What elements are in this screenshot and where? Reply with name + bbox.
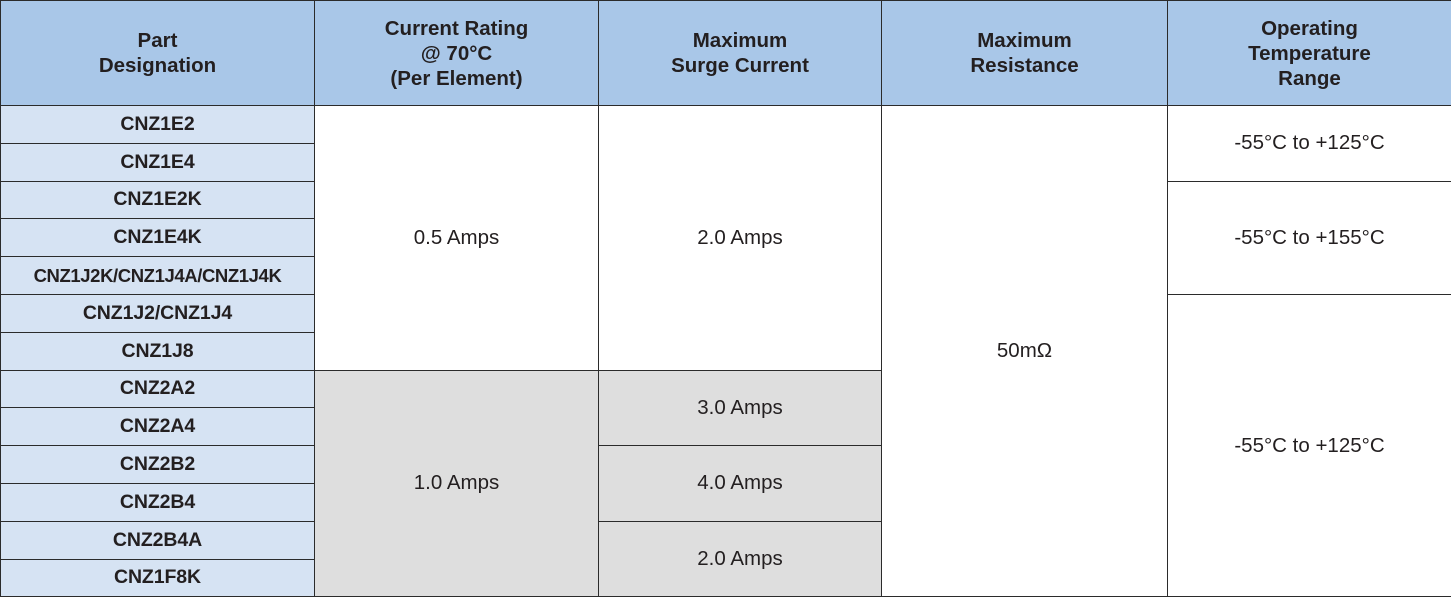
temperature-range-cell: -55°C to +125°C bbox=[1167, 105, 1451, 182]
header-part-designation: Part Designation bbox=[0, 0, 315, 106]
table-row: CNZ1J2/CNZ1J4 -55°C to +125°C bbox=[0, 293, 1451, 598]
part-designation-cell: CNZ2A2 bbox=[0, 369, 315, 409]
temperature-range-cell: -55°C to +125°C bbox=[1167, 293, 1451, 598]
table-row: CNZ2B4 bbox=[0, 482, 1451, 522]
part-designation-cell: CNZ1E4 bbox=[0, 142, 315, 182]
table-row: CNZ2B2 4.0 Amps bbox=[0, 445, 1451, 522]
current-rating-cell: 1.0 Amps bbox=[314, 369, 599, 598]
header-line: Part bbox=[137, 29, 178, 52]
part-designation-cell: CNZ1F8K bbox=[0, 558, 315, 598]
resistance-cell: 50mΩ bbox=[881, 104, 1168, 598]
part-designation-cell: CNZ1E4K bbox=[0, 218, 315, 258]
surge-current-cell: 4.0 Amps bbox=[598, 445, 882, 522]
header-line: Designation bbox=[98, 54, 217, 77]
table-row: CNZ2A4 bbox=[0, 407, 1451, 447]
part-designation-cell: CNZ2B4A bbox=[0, 520, 315, 560]
header-line: Temperature bbox=[1248, 41, 1371, 65]
table-row: CNZ1E4K bbox=[0, 218, 1451, 258]
header-resistance: Maximum Resistance bbox=[881, 0, 1168, 106]
table-row: CNZ1F8K bbox=[0, 558, 1451, 598]
header-row: Part Designation Current Rating @ 70°C (… bbox=[0, 0, 1451, 106]
table-row: CNZ2B4A 2.0 Amps bbox=[0, 520, 1451, 598]
header-line: Maximum bbox=[692, 29, 788, 52]
current-rating-cell: 0.5 Amps bbox=[314, 105, 599, 371]
header-surge-current: Maximum Surge Current bbox=[598, 0, 882, 106]
part-designation-cell: CNZ2B2 bbox=[0, 445, 315, 484]
table-row: CNZ1J8 bbox=[0, 331, 1451, 371]
header-line: Range bbox=[1278, 66, 1341, 90]
table-row: CNZ1J2K/CNZ1J4A/CNZ1J4K bbox=[0, 256, 1451, 295]
part-designation-cell: CNZ2A4 bbox=[0, 407, 315, 447]
table-row: CNZ1E4 bbox=[0, 142, 1451, 182]
header-line: Maximum bbox=[977, 29, 1072, 52]
part-designation-cell: CNZ1E2 bbox=[0, 105, 315, 144]
header-temperature-range: Operating Temperature Range bbox=[1167, 0, 1451, 106]
table-body: CNZ1E2 0.5 Amps 2.0 Amps 50mΩ -55°C to +… bbox=[0, 104, 1451, 598]
table-header: Part Designation Current Rating @ 70°C (… bbox=[0, 0, 1451, 106]
surge-current-cell: 3.0 Amps bbox=[598, 369, 882, 447]
header-line: Operating bbox=[1261, 16, 1358, 40]
header-line: Resistance bbox=[970, 54, 1079, 77]
part-designation-cell: CNZ1E2K bbox=[0, 180, 315, 220]
table-row: CNZ1E2K -55°C to +155°C bbox=[0, 180, 1451, 295]
header-current-rating: Current Rating @ 70°C (Per Element) bbox=[314, 0, 599, 106]
part-designation-cell: CNZ1J8 bbox=[0, 331, 315, 371]
temperature-range-cell: -55°C to +155°C bbox=[1167, 180, 1451, 295]
header-line: (Per Element) bbox=[390, 66, 523, 90]
table-row: CNZ2A2 1.0 Amps 3.0 Amps bbox=[0, 369, 1451, 598]
header-line: Surge Current bbox=[671, 54, 809, 77]
table-row: CNZ1E2 0.5 Amps 2.0 Amps 50mΩ -55°C to +… bbox=[0, 104, 1451, 598]
header-line: @ 70°C bbox=[420, 41, 493, 65]
header-line: Current Rating bbox=[384, 16, 529, 40]
surge-current-cell: 2.0 Amps bbox=[598, 105, 882, 371]
part-designation-cell: CNZ1J2K/CNZ1J4A/CNZ1J4K bbox=[0, 256, 315, 295]
part-designation-cell: CNZ1J2/CNZ1J4 bbox=[0, 293, 315, 333]
part-designation-cell: CNZ2B4 bbox=[0, 482, 315, 522]
surge-current-cell: 2.0 Amps bbox=[598, 520, 882, 598]
